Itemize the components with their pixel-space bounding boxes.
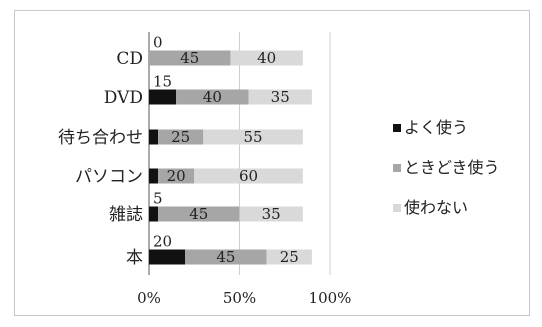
x-tick-label: 100% bbox=[309, 289, 352, 307]
category-label: 雑誌 bbox=[109, 205, 143, 225]
data-label: 5 bbox=[153, 190, 163, 208]
bar-2-6 bbox=[185, 249, 267, 265]
bar-3-5 bbox=[239, 206, 303, 222]
data-label: 60 bbox=[239, 167, 258, 185]
data-label: 35 bbox=[271, 88, 290, 106]
x-tick-labels: 0% 50% 100% bbox=[137, 289, 351, 307]
bar-2-5 bbox=[158, 206, 240, 222]
bars bbox=[149, 50, 312, 265]
category-label: 待ち合わせ bbox=[58, 128, 143, 148]
data-label: 20 bbox=[153, 233, 172, 251]
data-label: 0 bbox=[153, 34, 163, 52]
bar-1-6 bbox=[149, 249, 186, 265]
data-label: 45 bbox=[189, 205, 208, 223]
data-label: 15 bbox=[153, 73, 172, 91]
x-tick-label: 0% bbox=[137, 289, 161, 307]
bar-2-4 bbox=[158, 168, 195, 184]
data-label: 25 bbox=[280, 248, 299, 266]
legend-label: 使わない bbox=[404, 198, 468, 217]
legend-swatch bbox=[393, 204, 401, 212]
bar-1-3 bbox=[149, 129, 159, 145]
category-label: 本 bbox=[126, 248, 143, 268]
bar-1-5 bbox=[149, 206, 159, 222]
bar-2-1 bbox=[149, 50, 231, 66]
legend-swatch bbox=[393, 124, 401, 132]
bar-3-6 bbox=[266, 249, 312, 265]
bar-3-4 bbox=[194, 168, 303, 184]
data-label: 40 bbox=[257, 49, 276, 67]
bar-3-1 bbox=[230, 50, 303, 66]
bar-1-2 bbox=[149, 89, 177, 105]
category-label: DVD bbox=[104, 88, 143, 108]
legend-label: ときどき使う bbox=[404, 158, 500, 177]
data-label: 35 bbox=[262, 205, 281, 223]
data-label: 25 bbox=[171, 128, 190, 146]
gridlines bbox=[148, 32, 331, 275]
data-label: 45 bbox=[216, 248, 235, 266]
category-label: CD bbox=[116, 49, 143, 69]
data-labels: 0 45 40 15 40 35 25 55 20 60 5 45 35 20 45 25 bbox=[153, 34, 299, 267]
data-label: 40 bbox=[203, 88, 222, 106]
bar-3-2 bbox=[248, 89, 312, 105]
data-label: 20 bbox=[167, 167, 186, 185]
data-label: 45 bbox=[180, 49, 199, 67]
bar-2-3 bbox=[158, 129, 204, 145]
data-label: 55 bbox=[244, 128, 263, 146]
bar-3-3 bbox=[203, 129, 303, 145]
x-tick-label: 50% bbox=[223, 289, 256, 307]
category-label: パソコン bbox=[75, 167, 143, 187]
legend-swatch bbox=[393, 164, 401, 172]
bar-2-2 bbox=[176, 89, 249, 105]
legend-label: よく使う bbox=[404, 118, 468, 137]
bar-1-4 bbox=[149, 168, 159, 184]
